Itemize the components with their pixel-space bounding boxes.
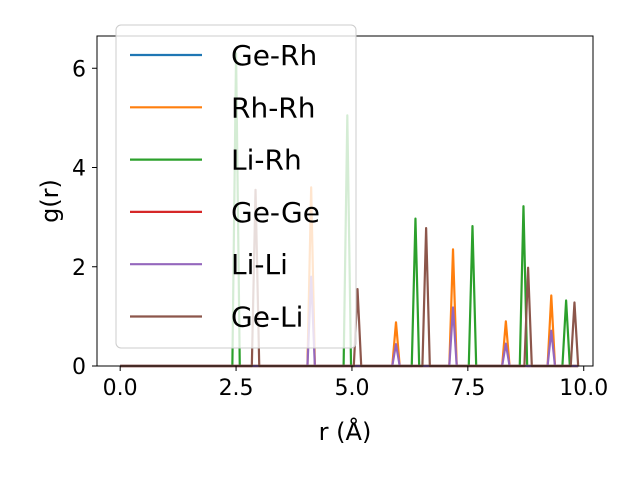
legend-label: Ge-Li	[231, 301, 303, 334]
y-axis-title: g(r)	[36, 179, 64, 223]
ticks-layer: 0.0 2.5 5.0 7.5 10.0 0 2 4 6	[72, 57, 608, 401]
legend-items: Ge-Rh Rh-Rh Li-Rh Ge-Ge Li-Li Ge-Li	[130, 39, 320, 334]
legend-label: Ge-Ge	[231, 196, 320, 229]
x-tick-label: 2.5	[219, 376, 254, 401]
x-tick-label: 0.0	[103, 376, 138, 401]
legend-frame	[115, 24, 357, 349]
legend-label: Li-Rh	[231, 144, 302, 177]
legend-label: Ge-Rh	[231, 39, 317, 72]
legend: Ge-Rh Rh-Rh Li-Rh Ge-Ge Li-Li Ge-Li	[115, 24, 357, 349]
x-tick-label: 5.0	[334, 376, 369, 401]
y-tick-label: 6	[72, 57, 86, 82]
y-tick-label: 2	[72, 256, 86, 281]
legend-label: Li-Li	[231, 248, 288, 281]
x-tick-label: 7.5	[450, 376, 485, 401]
y-tick-label: 0	[72, 355, 86, 380]
x-tick-label: 10.0	[559, 376, 608, 401]
legend-label: Rh-Rh	[231, 91, 316, 124]
y-tick-label: 4	[72, 157, 86, 182]
x-axis-title: r (Å)	[319, 417, 372, 446]
